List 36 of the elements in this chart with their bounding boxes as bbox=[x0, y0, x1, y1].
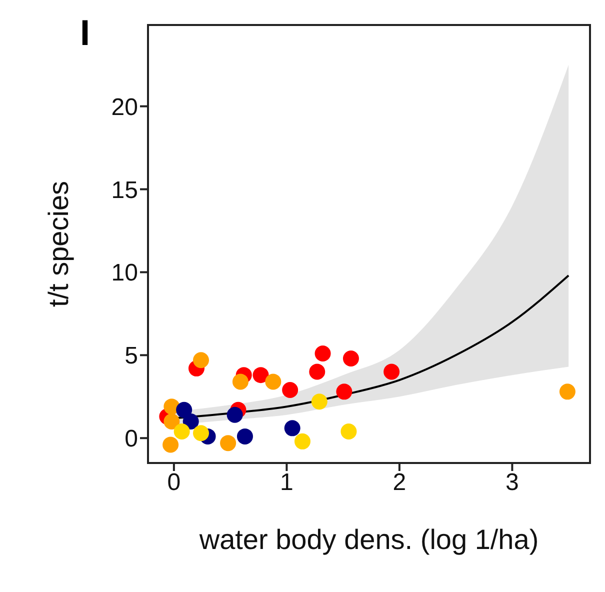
point bbox=[336, 384, 352, 400]
x-tick-label: 0 bbox=[167, 469, 181, 496]
point bbox=[252, 367, 269, 384]
point bbox=[192, 352, 209, 368]
point bbox=[384, 364, 400, 380]
point bbox=[342, 350, 359, 366]
point bbox=[559, 384, 576, 400]
point bbox=[309, 364, 326, 380]
x-tick-label: 3 bbox=[506, 469, 519, 496]
y-axis-title: t/t species bbox=[42, 180, 74, 308]
point bbox=[226, 406, 243, 423]
y-tick-label: 15 bbox=[111, 176, 138, 204]
x-axis-title: water body dens. (log 1/ha) bbox=[198, 524, 539, 555]
y-tick-label: 20 bbox=[111, 94, 138, 121]
x-tick-label: 2 bbox=[392, 469, 406, 496]
point bbox=[192, 425, 209, 442]
y-tick-label: 10 bbox=[111, 260, 138, 287]
point bbox=[294, 433, 310, 450]
point bbox=[340, 423, 357, 440]
point bbox=[182, 414, 199, 430]
x-tick-label: 1 bbox=[280, 469, 294, 496]
point bbox=[311, 394, 328, 410]
point bbox=[314, 346, 331, 362]
y-tick-label: 0 bbox=[124, 426, 138, 453]
point bbox=[220, 435, 236, 452]
y-tick-label: 5 bbox=[124, 342, 138, 370]
point bbox=[176, 402, 192, 418]
point bbox=[236, 428, 253, 444]
point bbox=[232, 374, 248, 390]
point bbox=[265, 374, 282, 390]
point bbox=[282, 382, 298, 398]
point bbox=[284, 420, 300, 436]
point bbox=[164, 414, 180, 430]
point bbox=[174, 423, 190, 440]
point bbox=[162, 436, 179, 453]
text: I bbox=[80, 12, 90, 54]
